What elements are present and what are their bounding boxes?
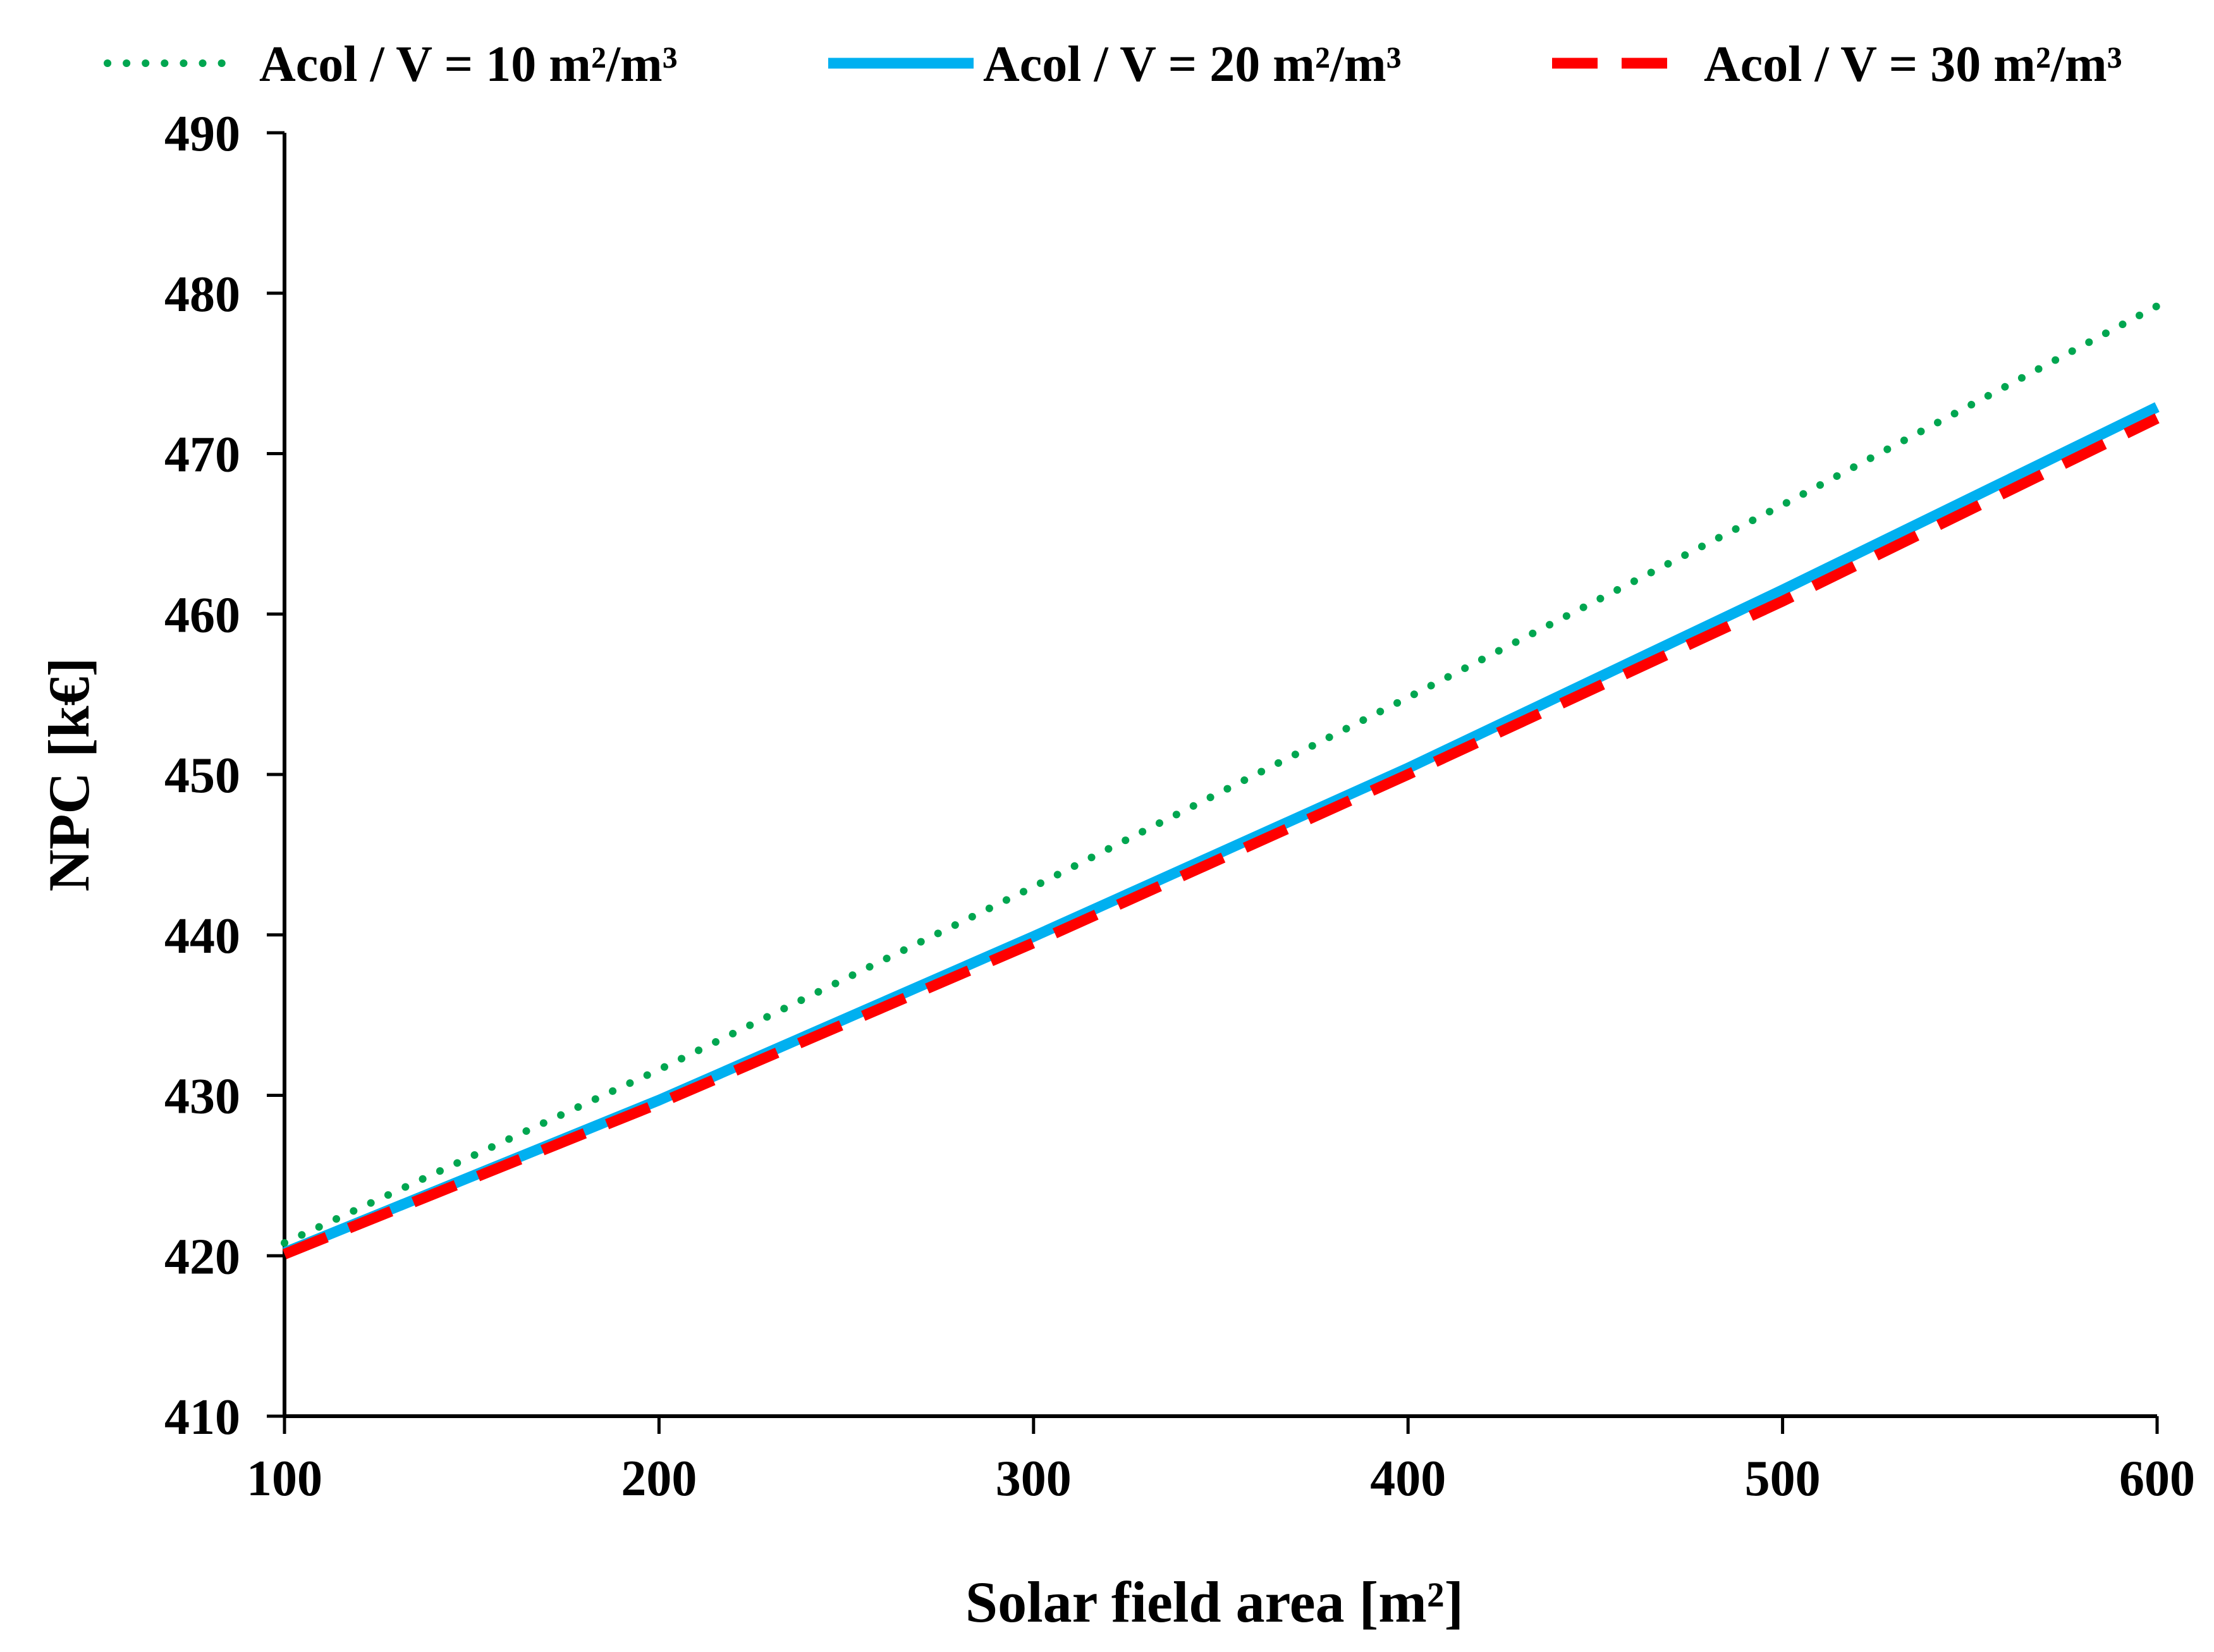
y-tick-label: 460 (164, 587, 240, 643)
legend-item-series-3: Acol / V = 30 m²/m³ (1552, 37, 2122, 92)
data-point-series-1 (1408, 697, 1409, 698)
legend-label-series-2: Acol / V = 20 m²/m³ (983, 37, 1402, 92)
y-tick-label: 440 (164, 909, 240, 964)
legend-item-series-2: Acol / V = 20 m²/m³ (828, 37, 1402, 92)
data-point-series-3 (2157, 418, 2158, 419)
data-point-series-2 (1033, 936, 1034, 937)
x-tick-label: 400 (1370, 1451, 1446, 1507)
legend-label-series-3: Acol / V = 30 m²/m³ (1704, 37, 2122, 92)
y-tick-label: 450 (164, 748, 240, 804)
x-axis-ticks: 100 200 300 400 500 600 (247, 1416, 2195, 1507)
x-tick-label: 600 (2119, 1451, 2195, 1507)
y-tick-label: 430 (164, 1069, 240, 1125)
y-axis-title: NPC [k€] (37, 658, 101, 892)
data-point-series-3 (1408, 774, 1409, 775)
series-line-1 (281, 302, 2161, 1247)
x-tick-label: 200 (621, 1451, 697, 1507)
x-tick-label: 300 (996, 1451, 1072, 1507)
data-point-series-1 (284, 1242, 285, 1243)
data-point-series-1 (2157, 306, 2158, 307)
axes (283, 133, 2157, 1418)
legend-label-series-1: Acol / V = 10 m²/m³ (259, 37, 678, 92)
y-tick-label: 480 (164, 267, 240, 322)
y-tick-label: 470 (164, 427, 240, 483)
series-line-3 (282, 413, 2160, 1259)
y-tick-label: 490 (164, 106, 240, 162)
y-tick-label: 410 (164, 1390, 240, 1445)
x-axis-title: Solar field area [m²] (965, 1570, 1464, 1634)
legend: Acol / V = 10 m²/m³ Acol / V = 20 m²/m³ … (104, 37, 2122, 92)
series-layer (281, 302, 2161, 1259)
legend-item-series-1: Acol / V = 10 m²/m³ (104, 37, 678, 92)
y-axis-ticks: 410 420 430 440 450 460 470 480 490 (164, 106, 284, 1445)
y-tick-label: 420 (164, 1229, 240, 1285)
data-point-series-1 (1033, 886, 1034, 887)
x-tick-label: 500 (1745, 1451, 1821, 1507)
series-line-2 (282, 402, 2160, 1258)
x-tick-label: 100 (247, 1451, 322, 1507)
